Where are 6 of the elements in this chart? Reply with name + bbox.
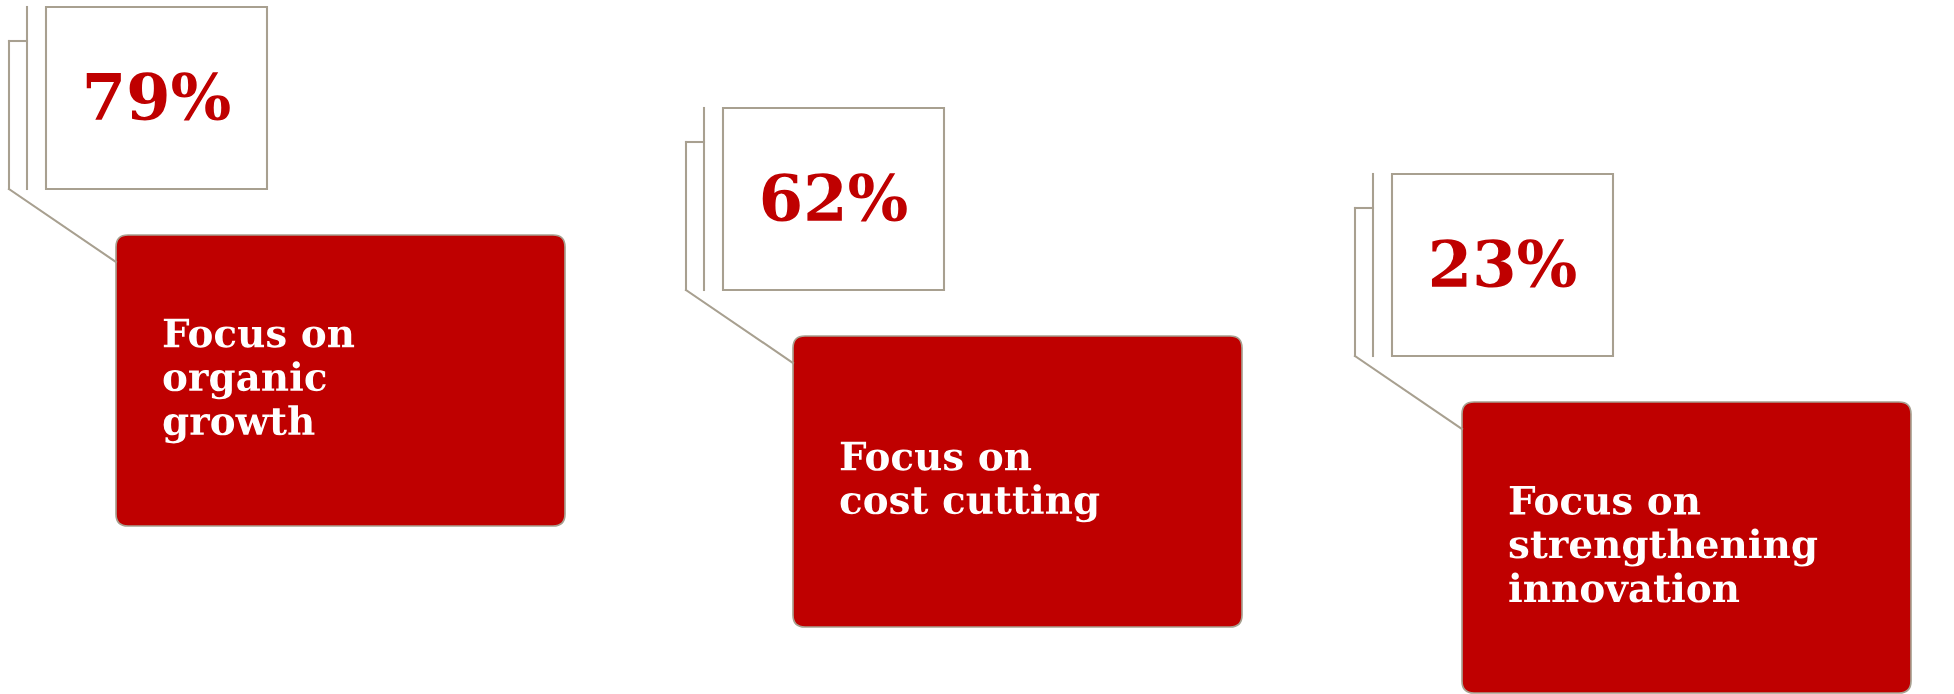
data-label: 62%: [762, 173, 907, 222]
category-label: Focus on cost cutting: [840, 441, 1100, 523]
data-label: 23%: [1431, 239, 1576, 288]
data-label: 79%: [86, 72, 230, 121]
category-label: Focus on organic growth: [163, 318, 355, 444]
category-label: Focus on strengthening innovation: [1509, 486, 1818, 603]
